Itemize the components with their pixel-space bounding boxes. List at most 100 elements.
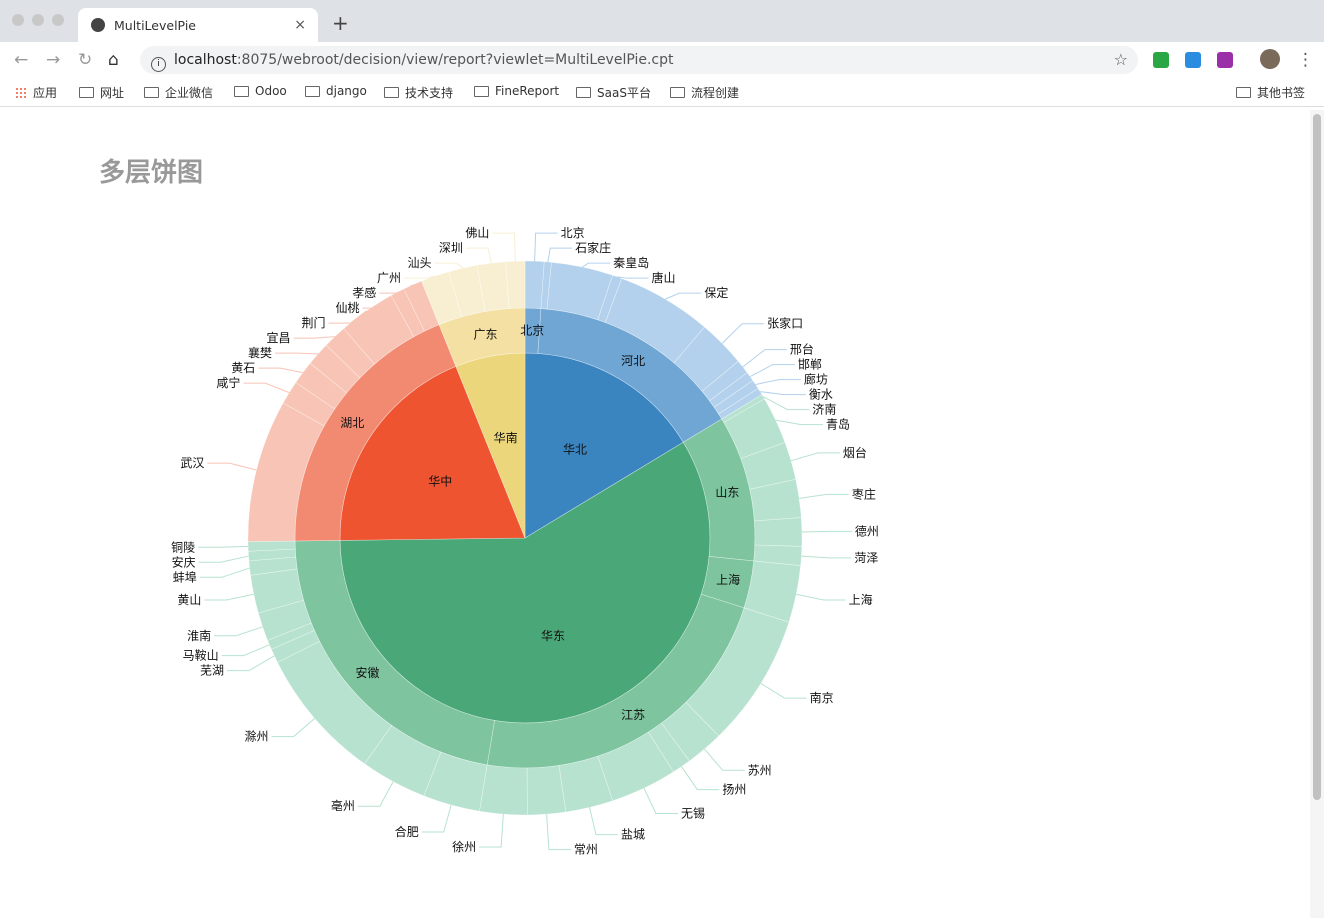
leader-line	[534, 232, 558, 262]
city-label: 铜陵	[171, 539, 195, 554]
rp-extension-icon[interactable]	[1217, 52, 1233, 68]
folder-icon	[384, 87, 399, 98]
minimize-window-button[interactable]	[32, 14, 44, 26]
pie-slice-level3[interactable]	[505, 260, 526, 309]
bookmark-label: django	[326, 84, 367, 98]
bookmark-folder[interactable]: django	[305, 84, 367, 98]
browser-tab[interactable]: MultiLevelPie ×	[78, 8, 318, 42]
tab-bar: MultiLevelPie × +	[0, 0, 1324, 42]
bookmark-label: 网址	[100, 86, 125, 100]
profile-avatar[interactable]	[1260, 49, 1280, 69]
bookmark-folder[interactable]: 流程创建	[670, 84, 739, 101]
folder-icon	[234, 85, 249, 97]
leader-line	[275, 352, 318, 355]
forward-icon[interactable]: →	[46, 50, 61, 70]
city-label: 石家庄	[575, 240, 611, 255]
slice-label: 安徽	[356, 665, 380, 680]
slice-label: 广东	[474, 327, 498, 341]
leader-line	[755, 379, 801, 385]
bookmark-label: 其他书签	[1257, 86, 1306, 100]
city-label: 保定	[704, 285, 728, 300]
close-window-button[interactable]	[12, 14, 24, 26]
maximize-window-button[interactable]	[52, 14, 64, 26]
leader-line	[198, 545, 249, 548]
city-label: 邢台	[790, 342, 814, 357]
city-label: 黄山	[177, 593, 201, 607]
city-label: 苏州	[748, 763, 772, 777]
leader-line	[749, 364, 795, 377]
folder-icon	[1236, 87, 1251, 98]
bookmark-folder[interactable]: SaaS平台	[576, 84, 651, 101]
leader-line	[801, 530, 852, 533]
city-label: 宜昌	[267, 330, 291, 345]
bookmark-folder[interactable]: FineReport	[474, 84, 559, 98]
back-icon[interactable]: ←	[14, 50, 29, 70]
window-controls[interactable]	[12, 14, 64, 26]
leader-line	[207, 462, 257, 471]
url-input[interactable]: i localhost:8075/webroot/decision/view/re…	[140, 46, 1138, 74]
bookmark-star-icon[interactable]: ☆	[1113, 50, 1128, 69]
bookmark-folder[interactable]: 网址	[79, 84, 124, 101]
slice-label: 河北	[621, 354, 645, 368]
leader-line	[643, 787, 678, 814]
city-label: 烟台	[843, 445, 867, 460]
menu-icon[interactable]: ⋮	[1297, 50, 1314, 70]
reload-icon[interactable]: ↻	[78, 50, 93, 70]
city-label: 廊坊	[804, 372, 828, 387]
bookmark-folder[interactable]: 技术支持	[384, 84, 453, 101]
pie-slice-level3[interactable]	[479, 764, 528, 816]
new-tab-button[interactable]: +	[332, 11, 349, 35]
slice-label: 江苏	[621, 708, 645, 722]
city-label: 徐州	[452, 839, 476, 854]
city-label: 济南	[812, 402, 836, 417]
city-label: 淮南	[187, 628, 211, 643]
leader-line	[271, 718, 316, 738]
leader-line	[226, 655, 275, 672]
slice-label: 上海	[716, 572, 740, 587]
home-icon[interactable]: ⌂	[108, 50, 119, 70]
leader-line	[198, 555, 249, 563]
leader-line	[665, 292, 702, 300]
leader-line	[199, 567, 250, 578]
city-label: 孝感	[352, 285, 376, 300]
leader-line	[243, 382, 290, 394]
pie-slice-level3[interactable]	[754, 517, 803, 547]
multi-level-pie-chart: 华北北京河北华东山东上海江苏安徽华中湖北华南广东北京石家庄秦皇岛唐山保定张家口邢…	[171, 226, 879, 856]
info-icon[interactable]: i	[151, 57, 166, 72]
pie-slice-level3[interactable]	[526, 765, 567, 816]
slice-label: 华东	[541, 629, 565, 643]
leader-line	[760, 391, 806, 396]
bookmark-apps[interactable]: 应用	[15, 84, 57, 101]
leader-line	[721, 323, 765, 344]
share-extension-icon[interactable]	[1153, 52, 1169, 68]
leader-line	[546, 814, 571, 851]
city-label: 衡水	[809, 388, 833, 402]
folder-icon	[144, 87, 159, 98]
vertical-scrollbar[interactable]	[1310, 110, 1324, 918]
translate-extension-icon[interactable]	[1185, 52, 1201, 68]
leader-line	[763, 396, 810, 411]
folder-icon	[576, 87, 591, 98]
tab-title: MultiLevelPie	[114, 17, 196, 33]
bookmark-label: SaaS平台	[597, 86, 651, 100]
tab-close-button[interactable]: ×	[294, 17, 306, 33]
leader-line	[434, 262, 464, 269]
city-label: 无锡	[681, 805, 705, 820]
bookmark-folder[interactable]: 企业微信	[144, 84, 213, 101]
leader-line	[760, 682, 807, 699]
city-label: 枣庄	[852, 486, 876, 501]
report-content: 多层饼图 华北 北京 河北 华东 山东 上海 江苏 安徽 华中 湖北 华南 广东 北京 石家庄 秦皇岛 唐山保…	[0, 110, 1310, 918]
city-label: 北京	[561, 226, 585, 240]
leader-line	[204, 593, 254, 601]
slice-label: 湖北	[340, 415, 364, 430]
city-label: 芜湖	[200, 663, 224, 678]
leader-line	[617, 276, 649, 279]
bookmark-folder[interactable]: Odoo	[234, 84, 287, 98]
leader-line	[796, 593, 846, 601]
bookmark-other[interactable]: 其他书签	[1236, 84, 1305, 101]
city-label: 菏泽	[854, 551, 878, 565]
city-label: 唐山	[652, 270, 676, 285]
leader-line	[403, 275, 436, 279]
city-label: 襄樊	[248, 345, 272, 360]
scrollbar-thumb[interactable]	[1313, 114, 1321, 800]
